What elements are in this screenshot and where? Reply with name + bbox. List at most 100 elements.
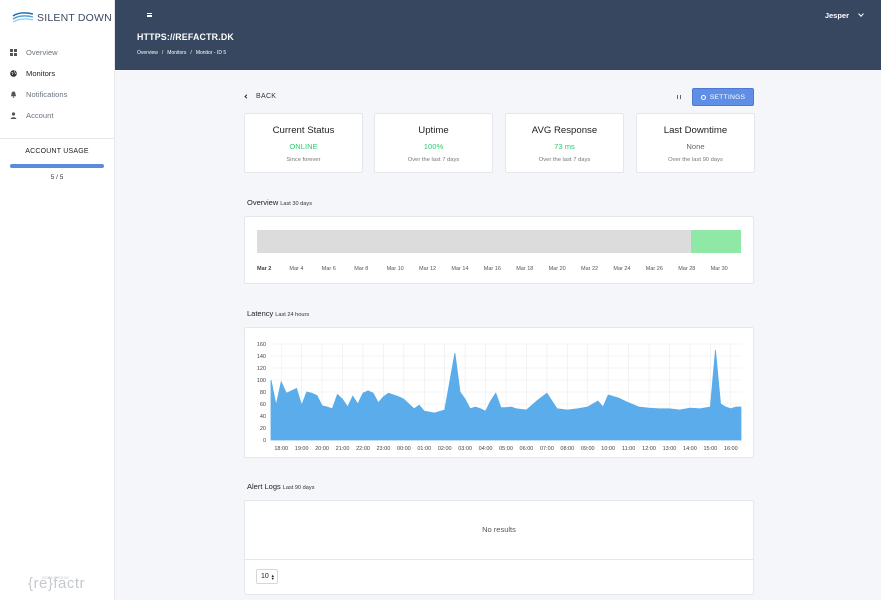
overview-tick-label: Mar 14	[451, 266, 469, 272]
latency-card: 0 20 40 60 80 100 120 140 160 18:00 19:00 20:00 21:0…	[244, 327, 754, 458]
y-tick-label: 140	[257, 354, 266, 360]
overview-tick-label: Mar 16	[483, 266, 501, 272]
app-name: SILENT DOWN	[37, 12, 112, 24]
back-label: BACK	[256, 93, 277, 100]
chevron-left-icon	[244, 94, 249, 99]
sidebar-item-monitors[interactable]: Monitors	[0, 63, 114, 84]
settings-button[interactable]: SETTINGS	[692, 88, 754, 106]
overview-no-data-bar	[257, 230, 692, 253]
alerts-divider	[245, 559, 753, 560]
x-tick-label: 13:00	[663, 446, 677, 452]
y-tick-label: 40	[260, 414, 266, 420]
breadcrumb: Overview / Monitors / Monitor - ID 5	[137, 50, 230, 56]
app-logo[interactable]: SILENT DOWN	[12, 11, 112, 25]
latency-area-series	[270, 349, 742, 441]
y-tick-label: 0	[263, 438, 266, 444]
overview-tick-label: Mar 4	[289, 266, 304, 272]
x-tick-label: 20:00	[315, 446, 329, 452]
x-tick-label: 12:00	[642, 446, 656, 452]
breadcrumb-monitors[interactable]: Monitors	[167, 50, 187, 56]
overview-tick-label: Mar 12	[419, 266, 437, 272]
user-menu[interactable]: Jesper	[824, 11, 864, 20]
x-tick-label: 23:00	[377, 446, 391, 452]
x-tick-label: 07:00	[540, 446, 554, 452]
y-tick-label: 80	[260, 390, 266, 396]
hamburger-menu-icon[interactable]	[147, 13, 152, 17]
breadcrumb-separator: /	[190, 50, 192, 56]
user-name: Jesper	[824, 11, 849, 20]
overview-title: Overview	[247, 198, 279, 207]
x-tick-label: 03:00	[458, 446, 472, 452]
back-button[interactable]: BACK	[244, 93, 277, 100]
latency-section-title: Latency Last 24 hours	[247, 309, 309, 318]
x-tick-label: 15:00	[703, 446, 717, 452]
stat-value: 73 ms	[554, 142, 575, 151]
overview-tick-label: Mar 20	[548, 266, 566, 272]
sidebar-item-label: Account	[26, 111, 54, 120]
y-tick-label: 160	[257, 342, 266, 348]
overview-up-bar	[691, 230, 741, 253]
stat-title: Last Downtime	[663, 125, 728, 136]
overview-subtitle: Last 30 days	[280, 201, 312, 207]
account-usage: ACCOUNT USAGE 5 / 5	[0, 138, 114, 181]
sidebar-item-label: Notifications	[26, 90, 68, 99]
sidebar-nav: Overview Monitors Notifications Account	[0, 42, 114, 126]
stat-subtitle: Over the last 7 days	[538, 157, 591, 163]
x-tick-label: 02:00	[438, 446, 452, 452]
grid-icon	[10, 49, 17, 56]
settings-label: SETTINGS	[709, 93, 746, 101]
overview-tick-label: Mar 24	[613, 266, 631, 272]
latency-chart: 0 20 40 60 80 100 120 140 160 18:00 19:00 20:00 21:0…	[257, 342, 742, 452]
page-size-value: 10	[261, 573, 269, 580]
user-icon	[10, 112, 17, 119]
x-tick-label: 04:00	[479, 446, 493, 452]
x-tick-label: 22:00	[356, 446, 370, 452]
x-tick-label: 11:00	[622, 446, 635, 452]
breadcrumb-separator: /	[161, 50, 164, 56]
stat-card-uptime: Uptime 100% Over the last 7 days	[374, 113, 493, 173]
overview-card: Mar 2 Mar 4 Mar 6 Mar 8 Mar 10 Mar 12 Mar 14 Ma…	[244, 216, 754, 284]
brand-subtitle: DEVELOPED BY	[42, 576, 70, 580]
sidebar-item-label: Overview	[26, 48, 58, 57]
overview-tick-label: Mar 6	[321, 266, 336, 272]
page-size-select[interactable]: 10 ▲ ▼	[256, 569, 278, 584]
overview-tick-label: Mar 26	[645, 266, 663, 272]
y-tick-label: 100	[257, 378, 266, 384]
alerts-subtitle: Last 90 days	[282, 485, 315, 491]
overview-tick-label: Mar 22	[581, 266, 599, 272]
stat-subtitle: Over the last 90 days	[668, 157, 723, 163]
breadcrumb-current: Monitor - ID 5	[195, 50, 227, 56]
stat-value: ONLINE	[289, 142, 318, 151]
bell-icon	[10, 91, 17, 98]
x-tick-label: 18:00	[274, 446, 288, 452]
x-tick-label: 19:00	[295, 446, 309, 452]
stat-title: AVG Response	[531, 125, 598, 136]
y-tick-label: 120	[257, 366, 266, 372]
stat-title: Current Status	[272, 125, 335, 136]
page-title: HTTPS://REFACTR.DK	[137, 32, 234, 42]
globe-icon	[10, 70, 17, 77]
alerts-empty-text: No results	[482, 525, 516, 534]
x-tick-label: 06:00	[520, 446, 534, 452]
breadcrumb-overview[interactable]: Overview	[137, 50, 158, 56]
sidebar-item-notifications[interactable]: Notifications	[0, 84, 114, 105]
pause-icon[interactable]	[677, 95, 681, 99]
account-usage-count: 5 / 5	[50, 174, 64, 181]
sidebar-item-overview[interactable]: Overview	[0, 42, 114, 63]
x-tick-label: 00:00	[397, 446, 411, 452]
latency-subtitle: Last 24 hours	[275, 312, 310, 318]
latency-title: Latency	[247, 309, 274, 318]
gear-icon	[700, 94, 706, 100]
overview-tick-label: Mar 2	[257, 266, 272, 272]
account-usage-title: ACCOUNT USAGE	[25, 148, 89, 155]
select-arrows-icon: ▲ ▼	[270, 572, 275, 581]
y-tick-label: 60	[260, 402, 266, 408]
sidebar-item-account[interactable]: Account	[0, 105, 114, 126]
sidebar-item-label: Monitors	[26, 69, 56, 78]
overview-tick-label: Mar 8	[354, 266, 369, 272]
waves-logo-icon	[12, 12, 34, 23]
account-usage-fill	[10, 164, 104, 168]
brand-logo-text: {re}factr	[28, 575, 86, 592]
top-header: Jesper HTTPS://REFACTR.DK Overview / Mon…	[115, 0, 881, 70]
stat-title: Uptime	[418, 125, 449, 136]
